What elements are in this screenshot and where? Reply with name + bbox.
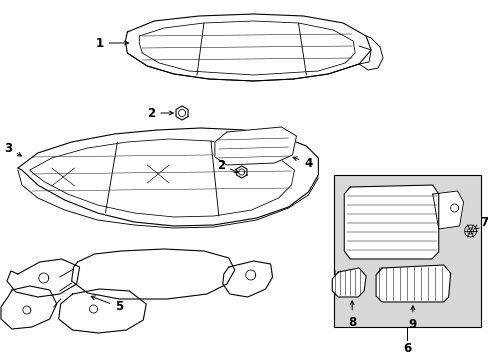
Text: 3: 3 bbox=[4, 141, 21, 156]
Polygon shape bbox=[375, 265, 450, 302]
Polygon shape bbox=[344, 185, 438, 259]
Polygon shape bbox=[1, 286, 57, 329]
Text: 8: 8 bbox=[347, 301, 356, 328]
Text: 7: 7 bbox=[474, 216, 488, 229]
Polygon shape bbox=[358, 36, 382, 70]
Polygon shape bbox=[432, 191, 463, 229]
Text: 5: 5 bbox=[91, 296, 123, 314]
Text: 2: 2 bbox=[216, 158, 238, 173]
Polygon shape bbox=[7, 259, 80, 297]
Polygon shape bbox=[18, 128, 318, 226]
Text: 1: 1 bbox=[95, 36, 128, 50]
Polygon shape bbox=[71, 249, 234, 299]
Text: 9: 9 bbox=[408, 306, 416, 330]
Polygon shape bbox=[59, 289, 146, 333]
Bar bbox=[334, 175, 480, 327]
Polygon shape bbox=[214, 127, 296, 165]
Text: 6: 6 bbox=[402, 342, 410, 355]
Polygon shape bbox=[332, 268, 366, 297]
Polygon shape bbox=[223, 261, 272, 297]
Text: 4: 4 bbox=[292, 157, 312, 170]
Text: 2: 2 bbox=[147, 107, 173, 120]
Polygon shape bbox=[125, 14, 370, 81]
